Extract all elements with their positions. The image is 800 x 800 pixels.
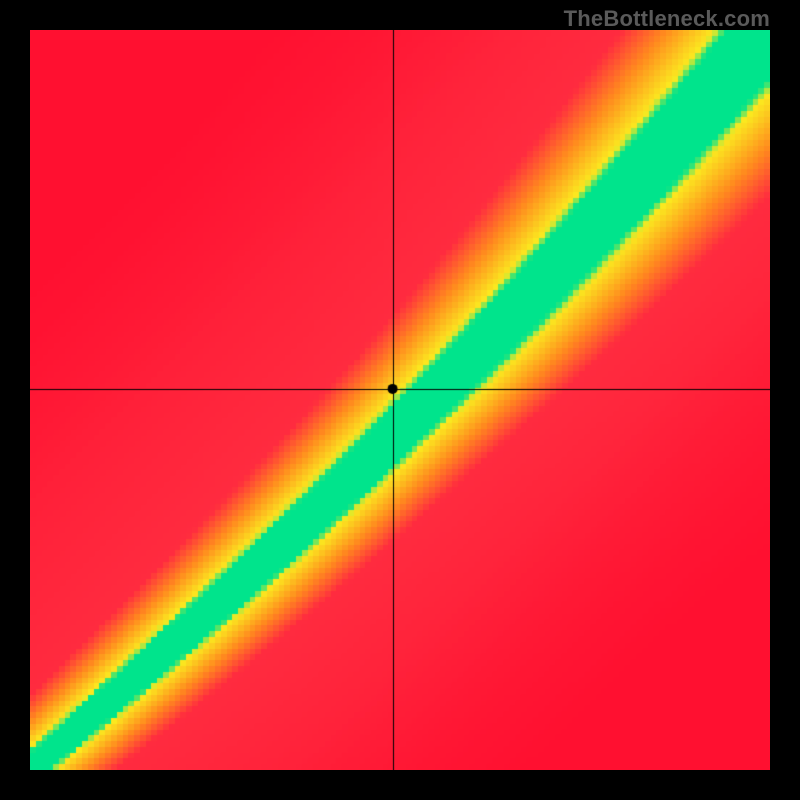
watermark-text: TheBottleneck.com — [564, 6, 770, 32]
heatmap-chart — [30, 30, 770, 770]
heatmap-canvas — [30, 30, 770, 770]
